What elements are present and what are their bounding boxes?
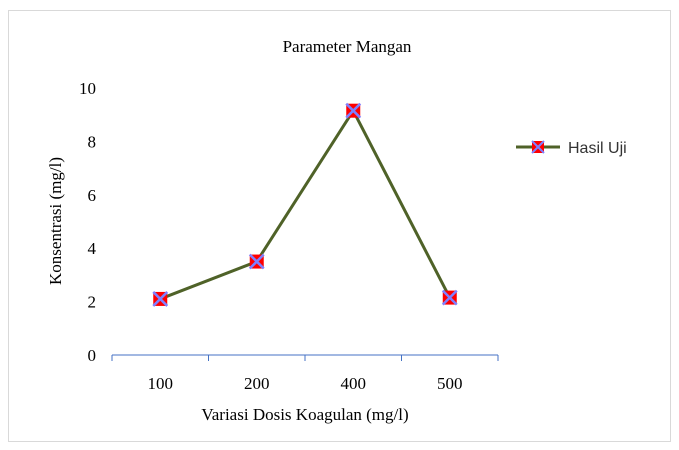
x-tick-label: 200 — [244, 374, 270, 393]
legend: Hasil Uji — [516, 140, 627, 157]
y-axis-label: Konsentrasi (mg/l) — [46, 157, 65, 285]
chart-title: Parameter Mangan — [283, 37, 412, 56]
data-point — [345, 102, 362, 119]
data-point-cross — [248, 253, 265, 270]
x-axis-label: Variasi Dosis Koagulan (mg/l) — [201, 405, 408, 424]
series-line — [159, 109, 452, 301]
y-tick-label: 6 — [88, 186, 97, 205]
x-tick-label: 100 — [148, 374, 174, 393]
data-point-cross — [441, 289, 458, 306]
x-tick-label: 500 — [437, 374, 463, 393]
y-tick-label: 4 — [88, 239, 97, 258]
data-point-cross — [345, 102, 362, 119]
legend-marker-cross — [531, 140, 545, 154]
x-tick-labels: 100 200 400 500 — [148, 374, 463, 393]
data-point — [152, 291, 169, 307]
y-tick-label: 8 — [88, 132, 97, 151]
legend-entry: Hasil Uji — [568, 140, 627, 157]
x-tick-label: 400 — [341, 374, 367, 393]
data-point — [248, 253, 265, 270]
y-tick-label: 10 — [79, 79, 96, 98]
data-point-cross — [152, 291, 169, 307]
y-tick-label: 2 — [88, 293, 97, 312]
y-tick-label: 0 — [88, 346, 97, 365]
x-tick-marks — [111, 355, 499, 361]
series-hasil-uji — [152, 102, 458, 307]
data-point — [441, 289, 458, 306]
chart-frame — [8, 10, 671, 442]
y-tick-labels: 0 2 4 6 8 10 — [79, 79, 97, 365]
